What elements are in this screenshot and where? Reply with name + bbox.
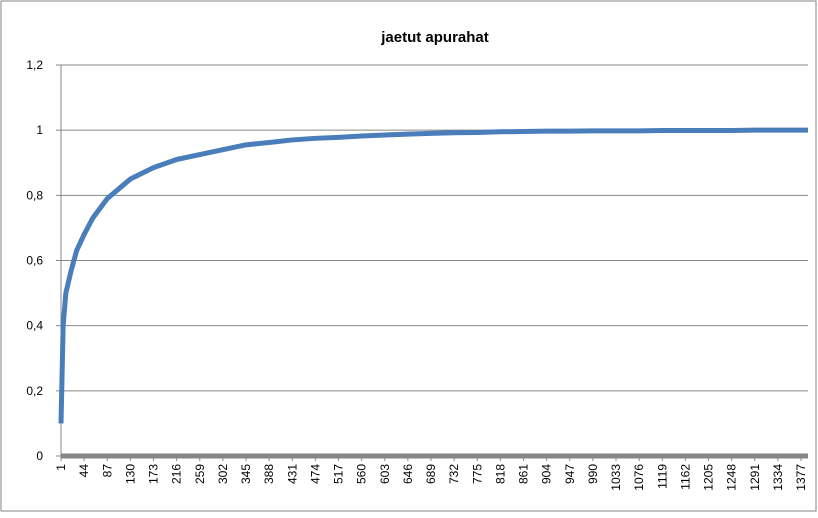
- x-tick-label: 818: [493, 464, 507, 484]
- x-tick-label: 775: [470, 464, 484, 484]
- x-tick-label: 1162: [678, 464, 692, 490]
- x-tick-label: 474: [308, 464, 322, 484]
- x-tick-label: 130: [123, 464, 137, 484]
- x-tick-label: 1377: [794, 464, 808, 491]
- x-tick-label: 1119: [655, 464, 669, 489]
- x-tick-label: 517: [332, 464, 346, 484]
- x-tick-label: 1291: [748, 464, 762, 491]
- x-tick-label: 732: [447, 464, 461, 484]
- x-tick-label: 302: [216, 464, 230, 484]
- x-tick-label: 904: [540, 464, 554, 484]
- x-tick-label: 947: [563, 464, 577, 484]
- y-tick-label: 1: [36, 123, 43, 137]
- x-tick-label: 1205: [702, 464, 716, 491]
- y-tick-label: 0: [36, 449, 43, 463]
- x-tick-label: 345: [239, 464, 253, 484]
- x-tick-label: 990: [586, 464, 600, 484]
- x-tick-label: 603: [378, 464, 392, 484]
- y-tick-label: 0,4: [26, 319, 43, 333]
- x-tick-label: 431: [285, 464, 299, 484]
- x-tick-label: 44: [77, 464, 91, 478]
- x-tick-label: 173: [147, 464, 161, 484]
- line-series: [58, 127, 808, 424]
- x-tick-label: 1: [54, 464, 68, 471]
- x-tick-label: 861: [517, 464, 531, 484]
- x-tick-label: 646: [401, 464, 415, 484]
- y-tick-label: 0,8: [26, 188, 43, 202]
- y-tick-label: 0,6: [26, 254, 43, 268]
- x-tick-label: 87: [100, 464, 114, 478]
- chart-title: jaetut apurahat: [380, 29, 489, 46]
- x-tick-label: 1076: [632, 464, 646, 491]
- x-tick-label: 689: [424, 464, 438, 484]
- y-tick-label: 0,2: [26, 384, 43, 398]
- x-tick-label: 1334: [771, 464, 785, 491]
- x-tick-label: 1033: [609, 464, 623, 491]
- y-tick-label: 1,2: [26, 58, 43, 72]
- x-tick-label: 216: [170, 464, 184, 484]
- x-tick-label: 560: [355, 464, 369, 484]
- x-tick-label: 1248: [725, 464, 739, 491]
- x-tick-label: 388: [262, 464, 276, 484]
- x-tick-label: 259: [193, 464, 207, 484]
